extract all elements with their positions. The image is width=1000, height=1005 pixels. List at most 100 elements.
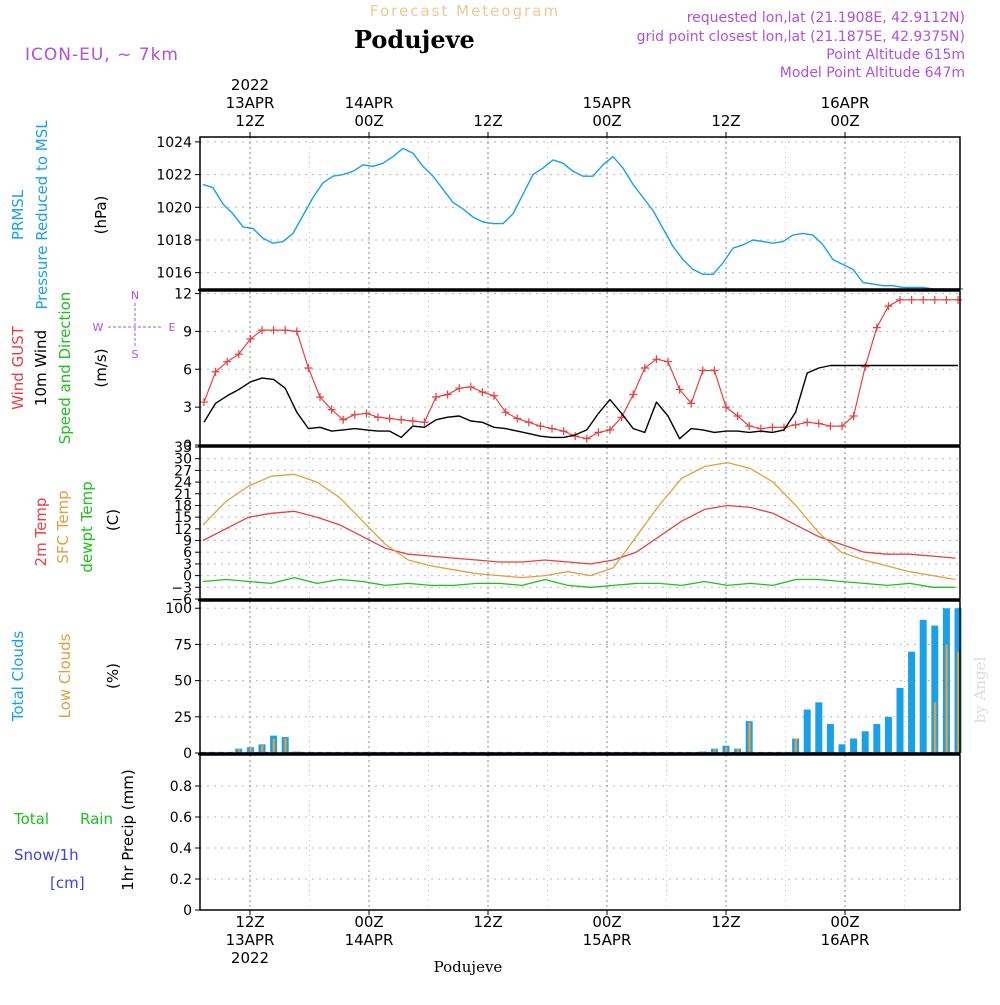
low-cloud-bar bbox=[249, 747, 252, 753]
gust-marker bbox=[838, 422, 846, 431]
y-tick-label: 0 bbox=[183, 569, 192, 585]
low-cloud-bar bbox=[957, 651, 960, 753]
gust-marker bbox=[362, 409, 371, 418]
time-label-bottom: 12Z bbox=[473, 913, 502, 931]
panel-frame bbox=[199, 446, 961, 600]
gust-marker bbox=[316, 393, 324, 402]
pressure-line bbox=[202, 147, 963, 290]
y-tick-label: −3 bbox=[171, 580, 192, 596]
gust-marker bbox=[942, 295, 951, 304]
low-cloud-bar bbox=[284, 738, 287, 753]
y-tick-label: 33 bbox=[174, 440, 192, 456]
gust-marker bbox=[687, 399, 696, 408]
label-pressure-msl: Pressure Reduced to MSL bbox=[33, 120, 51, 310]
y-tick-label: 21 bbox=[174, 487, 192, 503]
station-title: Podujeve bbox=[354, 25, 475, 54]
y-tick-label: 3 bbox=[183, 400, 192, 416]
time-label-top: 12Z bbox=[711, 112, 740, 130]
total-cloud-bar bbox=[908, 651, 916, 753]
y-tick-label: 3 bbox=[183, 557, 192, 573]
gust-marker bbox=[304, 364, 313, 372]
time-label-top: 00Z bbox=[830, 112, 859, 130]
y-tick-label: 0 bbox=[183, 903, 192, 919]
y-tick-label: 0.8 bbox=[170, 779, 192, 795]
gust-marker bbox=[710, 366, 719, 375]
time-label-top: 12Z bbox=[473, 112, 502, 130]
gust-marker bbox=[861, 362, 870, 371]
label-percent: (%) bbox=[104, 663, 122, 689]
y-tick-label: −6 bbox=[171, 592, 192, 608]
gust-marker bbox=[478, 387, 487, 396]
y-tick-label: 1018 bbox=[156, 233, 192, 249]
gust-marker bbox=[513, 414, 522, 423]
gust-marker bbox=[432, 393, 440, 402]
grid-layer bbox=[200, 137, 960, 910]
temp-2m-line bbox=[202, 504, 956, 565]
gust-marker bbox=[652, 355, 661, 364]
gust-marker bbox=[339, 415, 348, 424]
total-cloud-bar bbox=[861, 731, 869, 753]
time-label-top: 00Z bbox=[592, 112, 621, 130]
y-tick-label: 0.6 bbox=[170, 810, 192, 826]
label-2m-temp: 2m Temp bbox=[32, 498, 50, 567]
gust-marker bbox=[490, 391, 498, 400]
gust-marker bbox=[223, 357, 232, 366]
compass-w: W bbox=[93, 321, 104, 334]
label-10m-wind: 10m Wind bbox=[32, 330, 50, 406]
compass-n: N bbox=[131, 289, 139, 302]
model-name: ICON-EU, ~ 7km bbox=[25, 45, 179, 65]
compass-s: S bbox=[132, 348, 139, 361]
y-tick-label: 6 bbox=[183, 362, 192, 378]
time-label-top: 13APR bbox=[226, 94, 275, 112]
low-cloud-bar bbox=[748, 722, 751, 753]
y-tick-label: 6 bbox=[183, 545, 192, 561]
gust-marker bbox=[733, 411, 742, 420]
compass-rose: N S W E bbox=[93, 289, 176, 361]
axis-layer: 10161018102010221024036912−6−30369121518… bbox=[156, 76, 961, 967]
time-label-bottom: 00Z bbox=[592, 913, 621, 931]
gust-marker bbox=[768, 423, 777, 432]
compass-e: E bbox=[169, 321, 176, 334]
y-tick-label: 0.2 bbox=[170, 872, 192, 888]
requested-coords: requested lon,lat (21.1908E, 42.9112N) bbox=[687, 10, 965, 26]
gust-marker bbox=[327, 405, 336, 414]
low-cloud-bar bbox=[725, 747, 728, 753]
gust-marker bbox=[675, 385, 684, 394]
total-cloud-bar bbox=[803, 709, 811, 753]
low-cloud-bar bbox=[794, 738, 798, 753]
label-pressure: PRMSL Pressure Reduced to MSL (hPa) bbox=[9, 120, 110, 310]
gust-marker bbox=[594, 428, 603, 437]
time-label-bottom: 16APR bbox=[821, 931, 870, 949]
time-label-bottom: 12Z bbox=[235, 913, 264, 931]
label-ms: (m/s) bbox=[92, 348, 110, 387]
gust-marker bbox=[524, 418, 533, 427]
panel-frame bbox=[199, 600, 961, 754]
total-cloud-bar bbox=[850, 738, 858, 753]
y-tick-label: 9 bbox=[183, 534, 192, 550]
low-cloud-bar bbox=[933, 702, 937, 753]
gust-marker bbox=[849, 411, 858, 420]
total-cloud-bar bbox=[826, 724, 834, 753]
y-tick-label: 75 bbox=[174, 637, 192, 653]
gust-marker bbox=[234, 350, 243, 359]
y-tick-label: 15 bbox=[174, 510, 192, 526]
low-cloud-bar bbox=[237, 748, 241, 753]
time-label-top: 14APR bbox=[345, 94, 394, 112]
footer-station: Podujeve bbox=[434, 958, 503, 976]
gust-marker bbox=[269, 326, 278, 335]
y-tick-label: 0 bbox=[183, 438, 192, 454]
label-prmsl: PRMSL bbox=[9, 189, 27, 240]
model-altitude: Model Point Altitude 647m bbox=[780, 65, 965, 81]
y-tick-label: 50 bbox=[174, 674, 192, 690]
time-label-bottom: 2022 bbox=[231, 949, 269, 967]
temp-sfc-line bbox=[202, 461, 956, 581]
y-tick-label: 0.4 bbox=[170, 841, 192, 857]
y-tick-label: 12 bbox=[174, 522, 192, 538]
time-label-top: 16APR bbox=[821, 94, 870, 112]
gust-marker bbox=[896, 295, 904, 304]
product-title: Forecast Meteogram bbox=[370, 2, 560, 20]
low-cloud-bar bbox=[736, 748, 740, 753]
gust-marker bbox=[826, 422, 835, 431]
gust-marker bbox=[919, 295, 928, 304]
time-label-bottom: 13APR bbox=[226, 931, 275, 949]
